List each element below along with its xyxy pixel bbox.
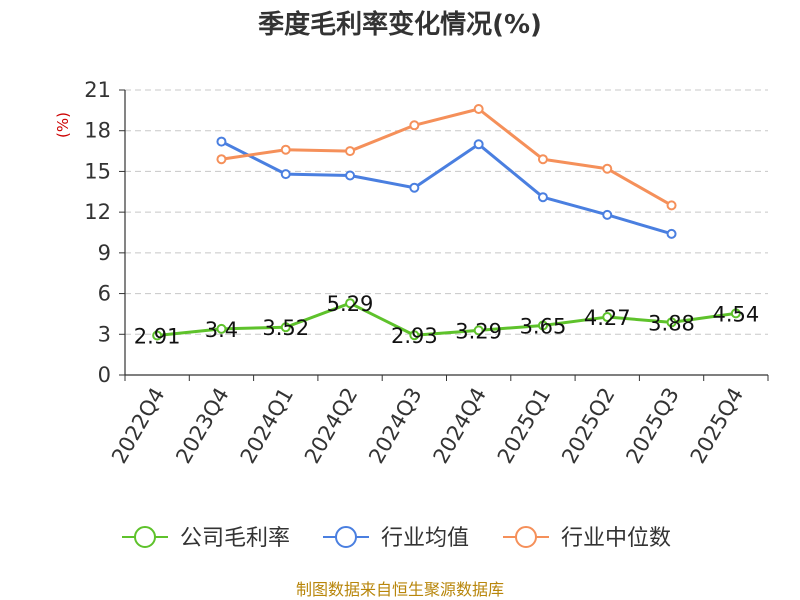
data-point[interactable] [473,104,484,114]
data-point[interactable] [602,312,613,323]
legend-label: 行业均值 [381,526,469,551]
data-label: 2.91 [134,325,181,349]
data-point[interactable] [216,323,227,334]
data-point[interactable] [216,136,227,147]
y-tick-label: 18 [84,119,111,143]
data-labels: 2.91 3.4 3.52 5.29 2.93 3.29 3.65 4.27 3.88 4.54 [134,292,759,348]
series-lines [152,104,741,341]
y-tick-label: 6 [98,282,111,306]
legend-marker [515,526,537,548]
data-point[interactable] [345,146,356,157]
data-point[interactable] [345,298,356,309]
data-point[interactable] [602,163,613,174]
x-tick-label: 2024Q3 [364,384,426,468]
legend-item-1[interactable]: 行业均值 [323,526,469,551]
data-label: 2.93 [391,324,438,348]
grid-lines [125,89,768,335]
source-note: 制图数据来自恒生聚源数据库 [296,580,504,599]
data-point[interactable] [666,200,677,211]
x-tick-label: 2025Q3 [621,384,683,468]
data-label: 3.4 [205,318,238,342]
series-line-0 [156,301,737,337]
data-label: 3.52 [262,316,309,340]
x-tick-label: 2024Q2 [300,384,362,468]
x-tick-label: 2025Q2 [557,384,619,468]
data-point[interactable] [730,308,741,319]
data-label: 5.29 [327,292,374,316]
data-label: 4.27 [584,306,631,330]
x-tick-label: 2025Q4 [686,384,748,468]
y-axis-unit: (%) [54,112,72,138]
x-tick-label: 2023Q4 [171,384,233,468]
data-point[interactable] [602,209,613,220]
data-point[interactable] [409,330,420,341]
data-point[interactable] [666,228,677,239]
data-point[interactable] [216,154,227,165]
data-label: 3.29 [455,319,502,343]
x-tick-label: 2022Q4 [107,384,169,468]
data-point[interactable] [280,144,291,155]
legend-item-2[interactable]: 行业中位数 [503,526,671,551]
y-tick-label: 9 [98,241,111,265]
chart-title: 季度毛利率变化情况(%) [258,9,542,40]
data-point[interactable] [537,192,548,203]
data-point[interactable] [409,120,420,131]
y-tick-label: 15 [84,159,111,183]
legend[interactable]: 公司毛利率 行业均值 行业中位数 [122,526,671,551]
legend-marker [335,526,357,548]
legend-label: 行业中位数 [561,526,671,551]
data-point[interactable] [409,182,420,193]
data-point[interactable] [537,154,548,165]
x-tick-label: 2025Q1 [493,384,555,468]
data-point[interactable] [473,325,484,336]
data-point[interactable] [280,322,291,333]
y-tick-label: 21 [84,78,111,102]
data-point[interactable] [537,320,548,331]
data-point[interactable] [345,170,356,181]
x-tick-label: 2024Q4 [429,384,491,468]
legend-label: 公司毛利率 [180,526,290,551]
data-label: 3.65 [520,314,567,338]
y-tick-label: 12 [84,200,111,224]
series-line-1 [220,140,672,236]
data-label: 3.88 [648,311,695,335]
y-tick-label: 0 [98,363,111,387]
y-tick-label: 3 [98,322,111,346]
data-point[interactable] [666,317,677,328]
x-tick-label: 2024Q1 [236,384,298,468]
data-point[interactable] [473,139,484,150]
data-label: 4.54 [712,302,759,326]
legend-marker [134,526,156,548]
data-point[interactable] [152,330,163,341]
legend-item-0[interactable]: 公司毛利率 [122,526,290,551]
series-line-2 [221,107,673,207]
data-point[interactable] [280,169,291,180]
